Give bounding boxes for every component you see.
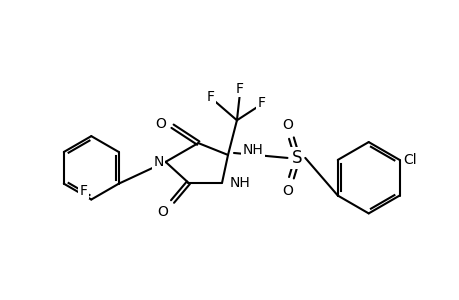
Text: F: F <box>235 82 243 96</box>
Text: O: O <box>157 206 168 220</box>
Text: S: S <box>291 149 302 167</box>
Text: F: F <box>257 96 265 110</box>
Text: NH: NH <box>242 143 263 157</box>
Text: O: O <box>281 118 292 132</box>
Text: N: N <box>153 155 163 169</box>
Text: F: F <box>206 91 214 104</box>
Text: NH: NH <box>230 176 250 190</box>
Text: F: F <box>79 184 87 198</box>
Text: Cl: Cl <box>403 153 416 167</box>
Text: O: O <box>281 184 292 198</box>
Text: O: O <box>156 117 166 131</box>
